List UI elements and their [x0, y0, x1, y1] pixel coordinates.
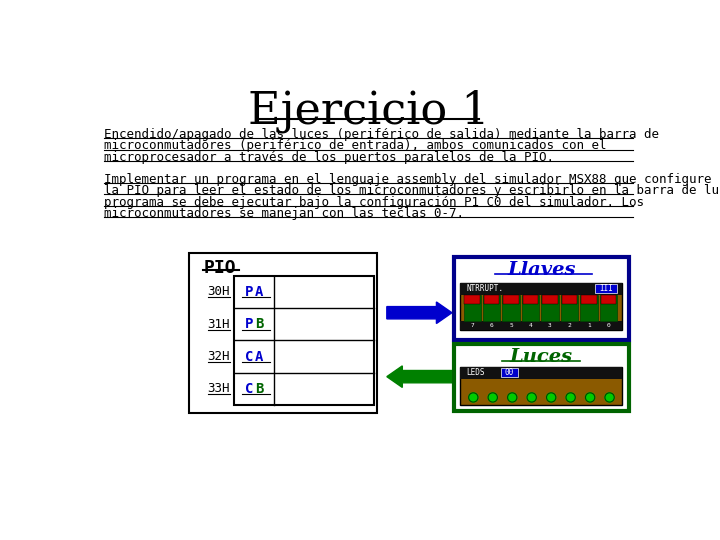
Circle shape	[585, 393, 595, 402]
Text: B: B	[255, 382, 264, 396]
Bar	[523, 295, 539, 304]
Circle shape	[469, 393, 478, 402]
Bar	[562, 295, 577, 304]
Text: 1: 1	[587, 323, 591, 328]
Text: B: B	[255, 318, 264, 332]
Text: PIO: PIO	[203, 259, 235, 277]
Text: 2: 2	[567, 323, 572, 328]
Bar	[464, 295, 481, 321]
Circle shape	[508, 393, 517, 402]
Text: programa se debe ejecutar bajo la configuración P1 C0 del simulador. Los: programa se debe ejecutar bajo la config…	[104, 195, 644, 208]
Text: Llaves: Llaves	[507, 261, 576, 279]
Bar	[464, 295, 480, 304]
Text: microconmutadores se manejan con las teclas 0-7.: microconmutadores se manejan con las tec…	[104, 207, 464, 220]
Bar	[454, 256, 629, 340]
Bar	[503, 295, 519, 304]
Bar	[561, 295, 578, 321]
Text: microconmutadores (periférico de entrada), ambos comunicados con el: microconmutadores (periférico de entrada…	[104, 139, 606, 152]
Text: 0: 0	[606, 323, 611, 328]
Text: P: P	[245, 285, 253, 299]
Bar	[454, 343, 629, 411]
Bar	[461, 283, 622, 330]
Bar	[461, 367, 622, 405]
Text: 30H: 30H	[207, 286, 230, 299]
FancyArrow shape	[387, 366, 452, 387]
Text: 32H: 32H	[207, 350, 230, 363]
Bar	[500, 368, 518, 377]
Circle shape	[546, 393, 556, 402]
Bar	[234, 276, 374, 405]
Text: la PIO para leer el estado de los microconmutadores y escribirlo en la barra de : la PIO para leer el estado de los microc…	[104, 184, 720, 197]
Text: Encendido/apagado de las luces (periférico de salida) mediante la barra de: Encendido/apagado de las luces (periféri…	[104, 128, 659, 141]
Text: 5: 5	[509, 323, 513, 328]
Bar	[503, 295, 520, 321]
Text: 33H: 33H	[207, 382, 230, 395]
Text: A: A	[255, 285, 264, 299]
Text: 4: 4	[528, 323, 532, 328]
Bar	[595, 284, 617, 294]
Circle shape	[527, 393, 536, 402]
Bar	[461, 321, 622, 330]
Text: C: C	[245, 382, 253, 396]
Bar	[461, 367, 622, 379]
Bar	[542, 295, 558, 304]
Bar	[580, 295, 598, 321]
FancyArrow shape	[387, 302, 452, 323]
Text: 3: 3	[548, 323, 552, 328]
Bar	[522, 295, 539, 321]
Bar	[483, 295, 500, 321]
Bar	[484, 295, 500, 304]
Text: 7: 7	[470, 323, 474, 328]
Text: C: C	[245, 349, 253, 363]
Bar	[189, 253, 377, 413]
Text: 31H: 31H	[207, 318, 230, 331]
Bar	[461, 283, 622, 295]
Circle shape	[488, 393, 498, 402]
Bar	[600, 295, 617, 321]
Text: Luces: Luces	[510, 348, 573, 366]
Text: NTRRUPT.: NTRRUPT.	[467, 285, 504, 293]
Circle shape	[566, 393, 575, 402]
Text: A: A	[255, 349, 264, 363]
Text: microprocesador a través de los puertos paralelos de la PIO.: microprocesador a través de los puertos …	[104, 151, 554, 164]
Circle shape	[605, 393, 614, 402]
Text: Implementar un programa en el lenguaje assembly del simulador MSX88 que configur: Implementar un programa en el lenguaje a…	[104, 173, 711, 186]
Text: LEDS: LEDS	[467, 368, 485, 377]
Bar	[600, 295, 616, 304]
Text: P: P	[245, 318, 253, 332]
Bar	[581, 295, 597, 304]
Bar	[541, 295, 559, 321]
Text: III: III	[599, 285, 613, 293]
Text: 6: 6	[490, 323, 493, 328]
Text: 00: 00	[505, 368, 514, 377]
Text: Ejercicio 1: Ejercicio 1	[248, 90, 490, 133]
